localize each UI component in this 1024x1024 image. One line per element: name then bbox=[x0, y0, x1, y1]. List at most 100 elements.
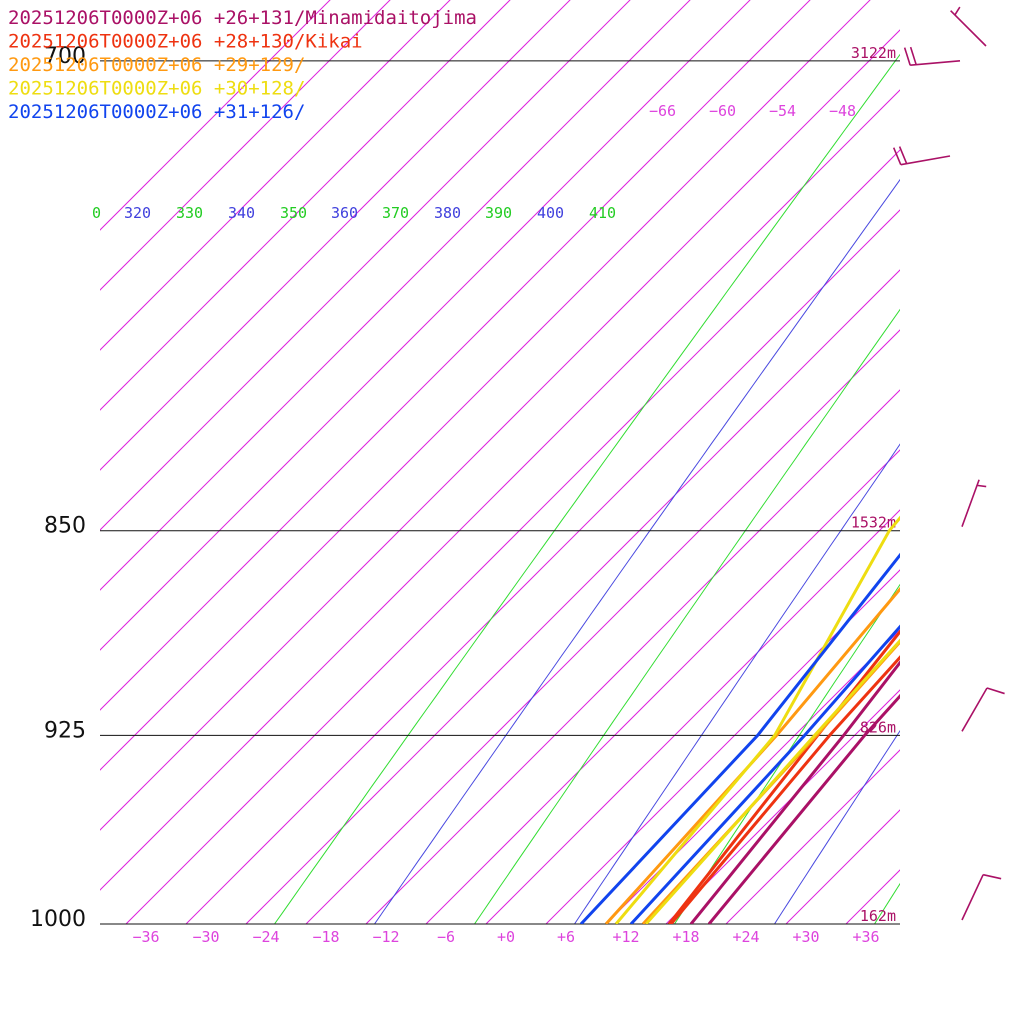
isotherm-line bbox=[100, 29, 900, 831]
isotherm-line bbox=[100, 0, 631, 531]
temperature-tick-label: +24 bbox=[732, 928, 759, 946]
isotherm-line bbox=[665, 689, 900, 924]
temperature-tick-label: +6 bbox=[557, 928, 575, 946]
temperature-line bbox=[707, 693, 900, 924]
temperature-line bbox=[669, 655, 900, 924]
dewpoint-line bbox=[604, 586, 900, 924]
pressure-label: 1000 bbox=[30, 907, 86, 932]
isotherm-line bbox=[425, 449, 900, 924]
barb-staff bbox=[910, 60, 961, 67]
dry-adiabat-line bbox=[574, 443, 900, 924]
theta-label: 360 bbox=[331, 204, 358, 222]
theta-label: 320 bbox=[124, 204, 151, 222]
temperature-tick-label: +30 bbox=[792, 928, 819, 946]
theta-label: 380 bbox=[434, 204, 461, 222]
dewpoint-line bbox=[689, 660, 900, 924]
isotherm-line bbox=[305, 329, 900, 924]
isotherm-line bbox=[100, 0, 811, 711]
top-wind-barb bbox=[892, 146, 951, 166]
background-grid bbox=[100, 0, 1024, 924]
temperature-tick-label: −30 bbox=[192, 928, 219, 946]
surface-wind-barb bbox=[961, 479, 987, 527]
top-wind-barb bbox=[950, 6, 987, 47]
upper-isotherm-label: −66 bbox=[649, 102, 676, 120]
isotherm-line bbox=[100, 0, 691, 591]
isotherm-line bbox=[100, 0, 511, 411]
barb-flag bbox=[892, 147, 902, 165]
barb-staff bbox=[950, 10, 987, 47]
barb-staff bbox=[961, 874, 984, 921]
isotherm-line bbox=[485, 509, 900, 924]
height-label: 1532m bbox=[851, 514, 896, 532]
barb-staff bbox=[900, 155, 951, 166]
dewpoint-line bbox=[579, 552, 900, 924]
temperature-tick-label: +12 bbox=[612, 928, 639, 946]
height-label: 162m bbox=[860, 907, 896, 925]
theta-label: 370 bbox=[382, 204, 409, 222]
pressure-label: 700 bbox=[44, 44, 86, 69]
height-label: 3122m bbox=[851, 44, 896, 62]
theta-label: 340 bbox=[228, 204, 255, 222]
barb-half-flag bbox=[976, 484, 987, 488]
temperature-line bbox=[641, 639, 900, 924]
grid-clip-group bbox=[100, 0, 1024, 924]
temperature-tick-label: +36 bbox=[852, 928, 879, 946]
legend-entry: 20251206T0000Z+06 +29+129/ bbox=[8, 54, 305, 76]
series-lines bbox=[579, 515, 900, 924]
temperature-tick-label: −6 bbox=[437, 928, 455, 946]
temperature-tick-label: −36 bbox=[132, 928, 159, 946]
axes: 0 320 330 340 350 360 370 380 390 400 410 −66 −60 −54… bbox=[30, 44, 900, 946]
barb-half-flag bbox=[954, 6, 961, 16]
wind-barbs bbox=[892, 6, 1005, 921]
legend-entry: 20251206T0000Z+06 +30+128/ bbox=[8, 78, 305, 100]
dry-adiabat-line bbox=[474, 308, 900, 924]
legend: 20251206T0000Z+06 +26+131/Minamidaitojim… bbox=[8, 7, 477, 123]
temperature-tick-label: +18 bbox=[672, 928, 699, 946]
isotherm-line bbox=[100, 0, 751, 651]
isotherm-line bbox=[605, 629, 900, 924]
barb-flag bbox=[982, 873, 1002, 880]
temperature-tick-label: −18 bbox=[312, 928, 339, 946]
isotherm-line bbox=[845, 869, 900, 924]
dry-adiabat-line bbox=[874, 882, 900, 924]
isotherm-line bbox=[100, 0, 331, 231]
dewpoint-line bbox=[614, 515, 900, 924]
dry-adiabat-line bbox=[774, 729, 900, 924]
wind-barb bbox=[903, 46, 961, 67]
theta-label: 0 bbox=[92, 204, 101, 222]
temperature-tick-label: −24 bbox=[252, 928, 279, 946]
theta-label: 330 bbox=[176, 204, 203, 222]
dry-adiabat-line bbox=[374, 178, 900, 924]
surface-wind-barb bbox=[961, 687, 1005, 732]
isotherm-line bbox=[365, 389, 900, 924]
legend-entry: 20251206T0000Z+06 +31+126/ bbox=[8, 101, 305, 123]
pressure-label: 850 bbox=[44, 514, 86, 539]
upper-isotherm-label: −60 bbox=[709, 102, 736, 120]
surface-wind-barb bbox=[961, 873, 1002, 921]
legend-entry: 20251206T0000Z+06 +26+131/Minamidaitojim… bbox=[8, 7, 477, 29]
isotherm-line bbox=[906, 0, 1024, 924]
upper-isotherm-label: −48 bbox=[829, 102, 856, 120]
barb-flag bbox=[903, 47, 911, 66]
barb-flag bbox=[986, 687, 1005, 695]
isotherm-line bbox=[100, 0, 871, 771]
isotherm-line bbox=[100, 0, 391, 291]
isotherm-line bbox=[545, 569, 900, 924]
legend-entry: 20251206T0000Z+06 +28+130/Kikai bbox=[8, 31, 363, 53]
dry-adiabat-line bbox=[975, 0, 1024, 924]
theta-label: 390 bbox=[485, 204, 512, 222]
upper-isotherm-label: −54 bbox=[769, 102, 796, 120]
dewpoint-line bbox=[667, 629, 900, 924]
isotherm-line bbox=[100, 0, 571, 471]
isotherm-line bbox=[100, 0, 451, 351]
theta-label: 350 bbox=[280, 204, 307, 222]
temperature-tick-label: −12 bbox=[372, 928, 399, 946]
barb-flag bbox=[909, 46, 917, 65]
temperature-tick-label: +0 bbox=[497, 928, 515, 946]
dry-adiabat-line bbox=[674, 583, 900, 924]
barb-flag bbox=[898, 146, 908, 164]
isotherm-line bbox=[125, 149, 900, 924]
theta-label: 410 bbox=[589, 204, 616, 222]
theta-label: 400 bbox=[537, 204, 564, 222]
